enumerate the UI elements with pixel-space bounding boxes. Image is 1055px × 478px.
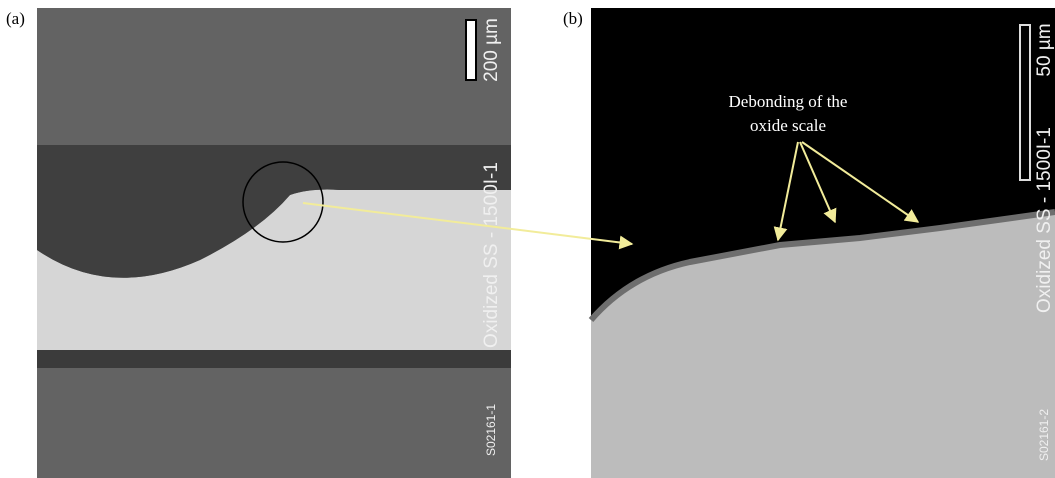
- panel-b: (b) 50 µm Oxidized SS - 1500I-1 S02161-2…: [563, 8, 1055, 478]
- scale-bar: [466, 20, 476, 80]
- panel-label: (b): [563, 9, 583, 28]
- image-id: S02161-2: [1037, 409, 1051, 461]
- sample-label: Oxidized SS - 1500I-1: [481, 162, 502, 348]
- annotation: oxide scale: [750, 116, 826, 135]
- panel-a: (a) 200 µm Oxidized SS - 1500I-1 S02161-…: [6, 8, 511, 478]
- image-id: S02161-1: [484, 404, 498, 456]
- dark-layer: [37, 350, 511, 368]
- sample-label: Oxidized SS - 1500I-1: [1034, 127, 1055, 313]
- scale-label: 50 µm: [1034, 23, 1055, 76]
- scale-label: 200 µm: [481, 18, 502, 82]
- annotation: Debonding of the: [729, 92, 848, 111]
- figure: (a) 200 µm Oxidized SS - 1500I-1 S02161-…: [0, 0, 1055, 478]
- dark-layer: [37, 145, 511, 190]
- panel-label: (a): [6, 9, 25, 28]
